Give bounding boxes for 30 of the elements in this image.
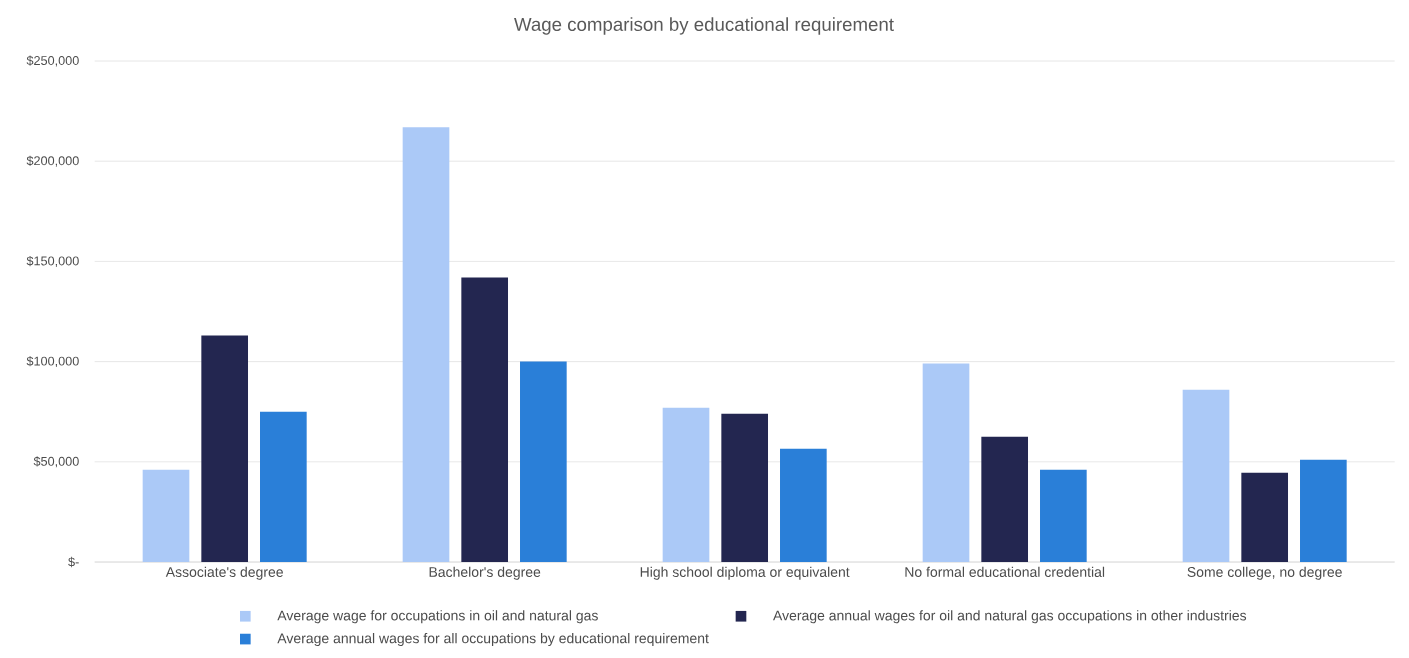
y-tick-label: $250,000 [26,55,79,67]
x-tick-label: No formal educational credential [905,566,1105,577]
x-tick-label: Bachelor's degree [429,566,541,580]
bar [201,335,249,562]
x-tick-label: Some college, no degree [1187,566,1342,580]
y-tick-label: $100,000 [26,356,79,368]
y-tick-label: $150,000 [26,255,79,267]
bar [461,277,509,562]
bar [260,411,307,562]
x-tick-label: Associate's degree [165,566,283,580]
bar [142,469,190,562]
bar [662,407,710,562]
bar [520,361,567,562]
bar [922,363,970,562]
bar [1040,469,1087,562]
y-tick-label: $200,000 [26,155,79,167]
legend-label: Average wage for occupations in oil and natural gas [277,610,598,624]
y-tick-label: $50,000 [33,456,79,468]
bar [780,448,827,562]
bar [981,436,1029,562]
legend-label: Average annual wages for oil and natural gas occupations in other industries [773,610,1247,624]
bar [1182,389,1230,562]
bar [1241,472,1289,562]
chart-title: Wage comparison by educational requirement [514,17,894,35]
bar [402,127,450,562]
bar [721,413,769,562]
x-tick-label: High school diploma or equivalent [640,566,850,580]
legend-label: Average annual wages for all occupations by educational requirement [277,633,709,647]
bar [1300,459,1347,562]
y-tick-label: $- [68,556,79,568]
